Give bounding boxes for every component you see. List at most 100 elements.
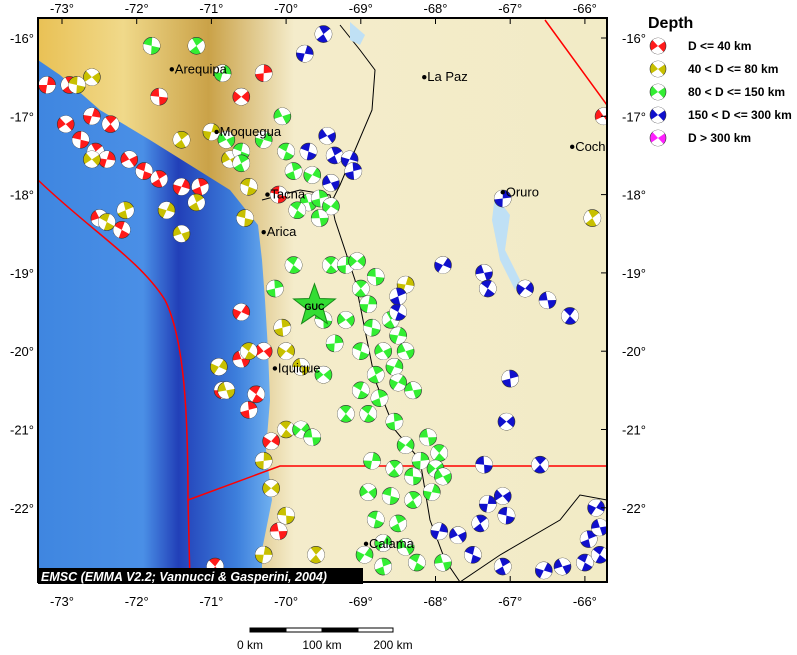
earthquake-beachball-very-deep[interactable]	[430, 522, 449, 541]
earthquake-beachball-shallow[interactable]	[262, 432, 280, 451]
earthquake-beachball-deep[interactable]	[359, 405, 378, 423]
earthquake-beachball-deep[interactable]	[385, 459, 404, 478]
earthquake-beachball-very-deep[interactable]	[471, 514, 490, 533]
earthquake-beachball-shallow[interactable]	[191, 177, 209, 196]
earthquake-beachball-shallow[interactable]	[269, 185, 288, 204]
earthquake-beachball-deep[interactable]	[322, 256, 340, 274]
earthquake-beachball-very-deep[interactable]	[475, 455, 493, 474]
earthquake-beachball-shallow[interactable]	[247, 385, 266, 404]
earthquake-beachball-intermediate[interactable]	[210, 358, 228, 376]
earthquake-beachball-intermediate[interactable]	[217, 381, 236, 400]
earthquake-beachball-intermediate[interactable]	[292, 358, 310, 376]
earthquake-beachball-shallow[interactable]	[254, 64, 273, 83]
earthquake-beachball-intermediate[interactable]	[262, 479, 280, 498]
legend-beachball-icon[interactable]	[649, 83, 667, 101]
earthquake-beachball-very-deep[interactable]	[493, 189, 512, 208]
earthquake-beachball-deep[interactable]	[374, 534, 393, 552]
legend-beachball-icon[interactable]	[649, 129, 667, 147]
earthquake-beachball-very-deep[interactable]	[579, 530, 598, 548]
earthquake-beachball-very-deep[interactable]	[493, 557, 512, 576]
earthquake-beachball-deep[interactable]	[374, 342, 393, 361]
earthquake-beachball-very-deep[interactable]	[475, 264, 493, 282]
earthquake-beachball-shallow[interactable]	[120, 150, 139, 169]
earthquake-beachball-deep[interactable]	[213, 64, 232, 83]
earthquake-beachball-deep[interactable]	[351, 381, 370, 400]
earthquake-beachball-deep[interactable]	[404, 491, 422, 509]
earthquake-beachball-deep[interactable]	[366, 510, 385, 529]
earthquake-beachball-deep[interactable]	[322, 197, 340, 216]
earthquake-beachball-deep[interactable]	[254, 130, 273, 149]
earthquake-beachball-intermediate[interactable]	[172, 224, 191, 243]
earthquake-beachball-deep[interactable]	[303, 166, 322, 184]
earthquake-beachball-deep[interactable]	[284, 162, 303, 180]
earthquake-beachball-intermediate[interactable]	[98, 213, 116, 231]
earthquake-beachball-deep[interactable]	[389, 373, 407, 392]
earthquake-beachball-intermediate[interactable]	[277, 506, 295, 525]
station-marker[interactable]: GUC	[292, 282, 337, 325]
earthquake-beachball-very-deep[interactable]	[576, 553, 594, 572]
earthquake-beachball-deep[interactable]	[351, 279, 370, 298]
earthquake-beachball-very-deep[interactable]	[344, 162, 363, 180]
earthquake-beachball-very-deep[interactable]	[591, 518, 608, 537]
earthquake-beachball-deep[interactable]	[404, 381, 422, 400]
earthquake-beachball-deep[interactable]	[351, 342, 370, 361]
earthquake-beachball-intermediate[interactable]	[157, 201, 176, 220]
earthquake-beachball-deep[interactable]	[366, 268, 385, 286]
earthquake-beachball-shallow[interactable]	[98, 150, 116, 169]
map-area[interactable]: Arequipa Moquegua Tacna Arica Iquique La Paz O…	[38, 18, 612, 582]
earthquake-beachball-deep[interactable]	[408, 553, 426, 572]
earthquake-beachball-very-deep[interactable]	[325, 146, 344, 165]
earthquake-beachball-deep[interactable]	[337, 311, 355, 329]
earthquake-beachball-shallow[interactable]	[135, 162, 153, 180]
earthquake-beachball-shallow[interactable]	[150, 87, 168, 106]
earthquake-beachball-deep[interactable]	[310, 209, 329, 227]
earthquake-beachball-deep[interactable]	[396, 436, 415, 454]
earthquake-beachball-deep[interactable]	[232, 154, 251, 173]
earthquake-beachball-deep[interactable]	[370, 389, 389, 407]
earthquake-beachball-very-deep[interactable]	[531, 455, 549, 474]
earthquake-beachball-deep[interactable]	[337, 405, 355, 423]
legend-beachball-icon[interactable]	[649, 106, 667, 124]
earthquake-beachball-intermediate[interactable]	[277, 342, 295, 361]
earthquake-beachball-deep[interactable]	[266, 279, 284, 298]
earthquake-beachball-deep[interactable]	[359, 295, 378, 314]
earthquake-beachball-shallow[interactable]	[150, 170, 168, 188]
earthquake-beachball-very-deep[interactable]	[322, 174, 340, 192]
earthquake-beachball-intermediate[interactable]	[583, 209, 602, 227]
earthquake-beachball-shallow[interactable]	[232, 303, 251, 321]
earthquake-beachball-deep[interactable]	[359, 483, 378, 501]
legend-beachball-icon[interactable]	[649, 60, 667, 78]
earthquake-beachball-deep[interactable]	[284, 256, 303, 274]
earthquake-beachball-very-deep[interactable]	[295, 44, 314, 63]
earthquake-beachball-deep[interactable]	[273, 107, 292, 126]
earthquake-beachball-intermediate[interactable]	[239, 177, 258, 196]
earthquake-beachball-very-deep[interactable]	[389, 287, 407, 306]
earthquake-beachball-shallow[interactable]	[56, 115, 75, 133]
earthquake-beachball-very-deep[interactable]	[497, 506, 516, 525]
earthquake-beachball-shallow[interactable]	[232, 87, 251, 106]
earthquake-beachball-intermediate[interactable]	[116, 201, 135, 220]
earthquake-beachball-intermediate[interactable]	[277, 420, 295, 439]
earthquake-beachball-very-deep[interactable]	[434, 256, 452, 274]
earthquake-beachball-intermediate[interactable]	[239, 342, 258, 361]
earthquake-beachball-very-deep[interactable]	[587, 498, 605, 517]
earthquake-beachball-very-deep[interactable]	[493, 487, 512, 505]
earthquake-beachball-intermediate[interactable]	[83, 68, 101, 86]
earthquake-beachball-very-deep[interactable]	[561, 307, 579, 325]
earthquake-beachball-very-deep[interactable]	[497, 412, 516, 431]
earthquake-beachball-deep[interactable]	[366, 365, 385, 384]
earthquake-beachball-shallow[interactable]	[71, 130, 90, 149]
earthquake-beachball-intermediate[interactable]	[307, 545, 325, 564]
earthquake-beachball-intermediate[interactable]	[172, 130, 191, 149]
earthquake-beachball-deep[interactable]	[277, 142, 295, 161]
earthquake-beachball-intermediate[interactable]	[187, 193, 206, 212]
earthquake-beachball-very-deep[interactable]	[464, 545, 482, 564]
earthquake-beachball-deep[interactable]	[430, 444, 449, 462]
earthquake-beachball-deep[interactable]	[389, 514, 407, 533]
earthquake-beachball-deep[interactable]	[374, 557, 393, 576]
earthquake-beachball-deep[interactable]	[348, 252, 366, 270]
earthquake-beachball-deep[interactable]	[396, 538, 415, 556]
earthquake-beachball-shallow[interactable]	[594, 107, 612, 126]
earthquake-beachball-shallow[interactable]	[38, 76, 56, 94]
earthquake-beachball-deep[interactable]	[385, 358, 404, 376]
